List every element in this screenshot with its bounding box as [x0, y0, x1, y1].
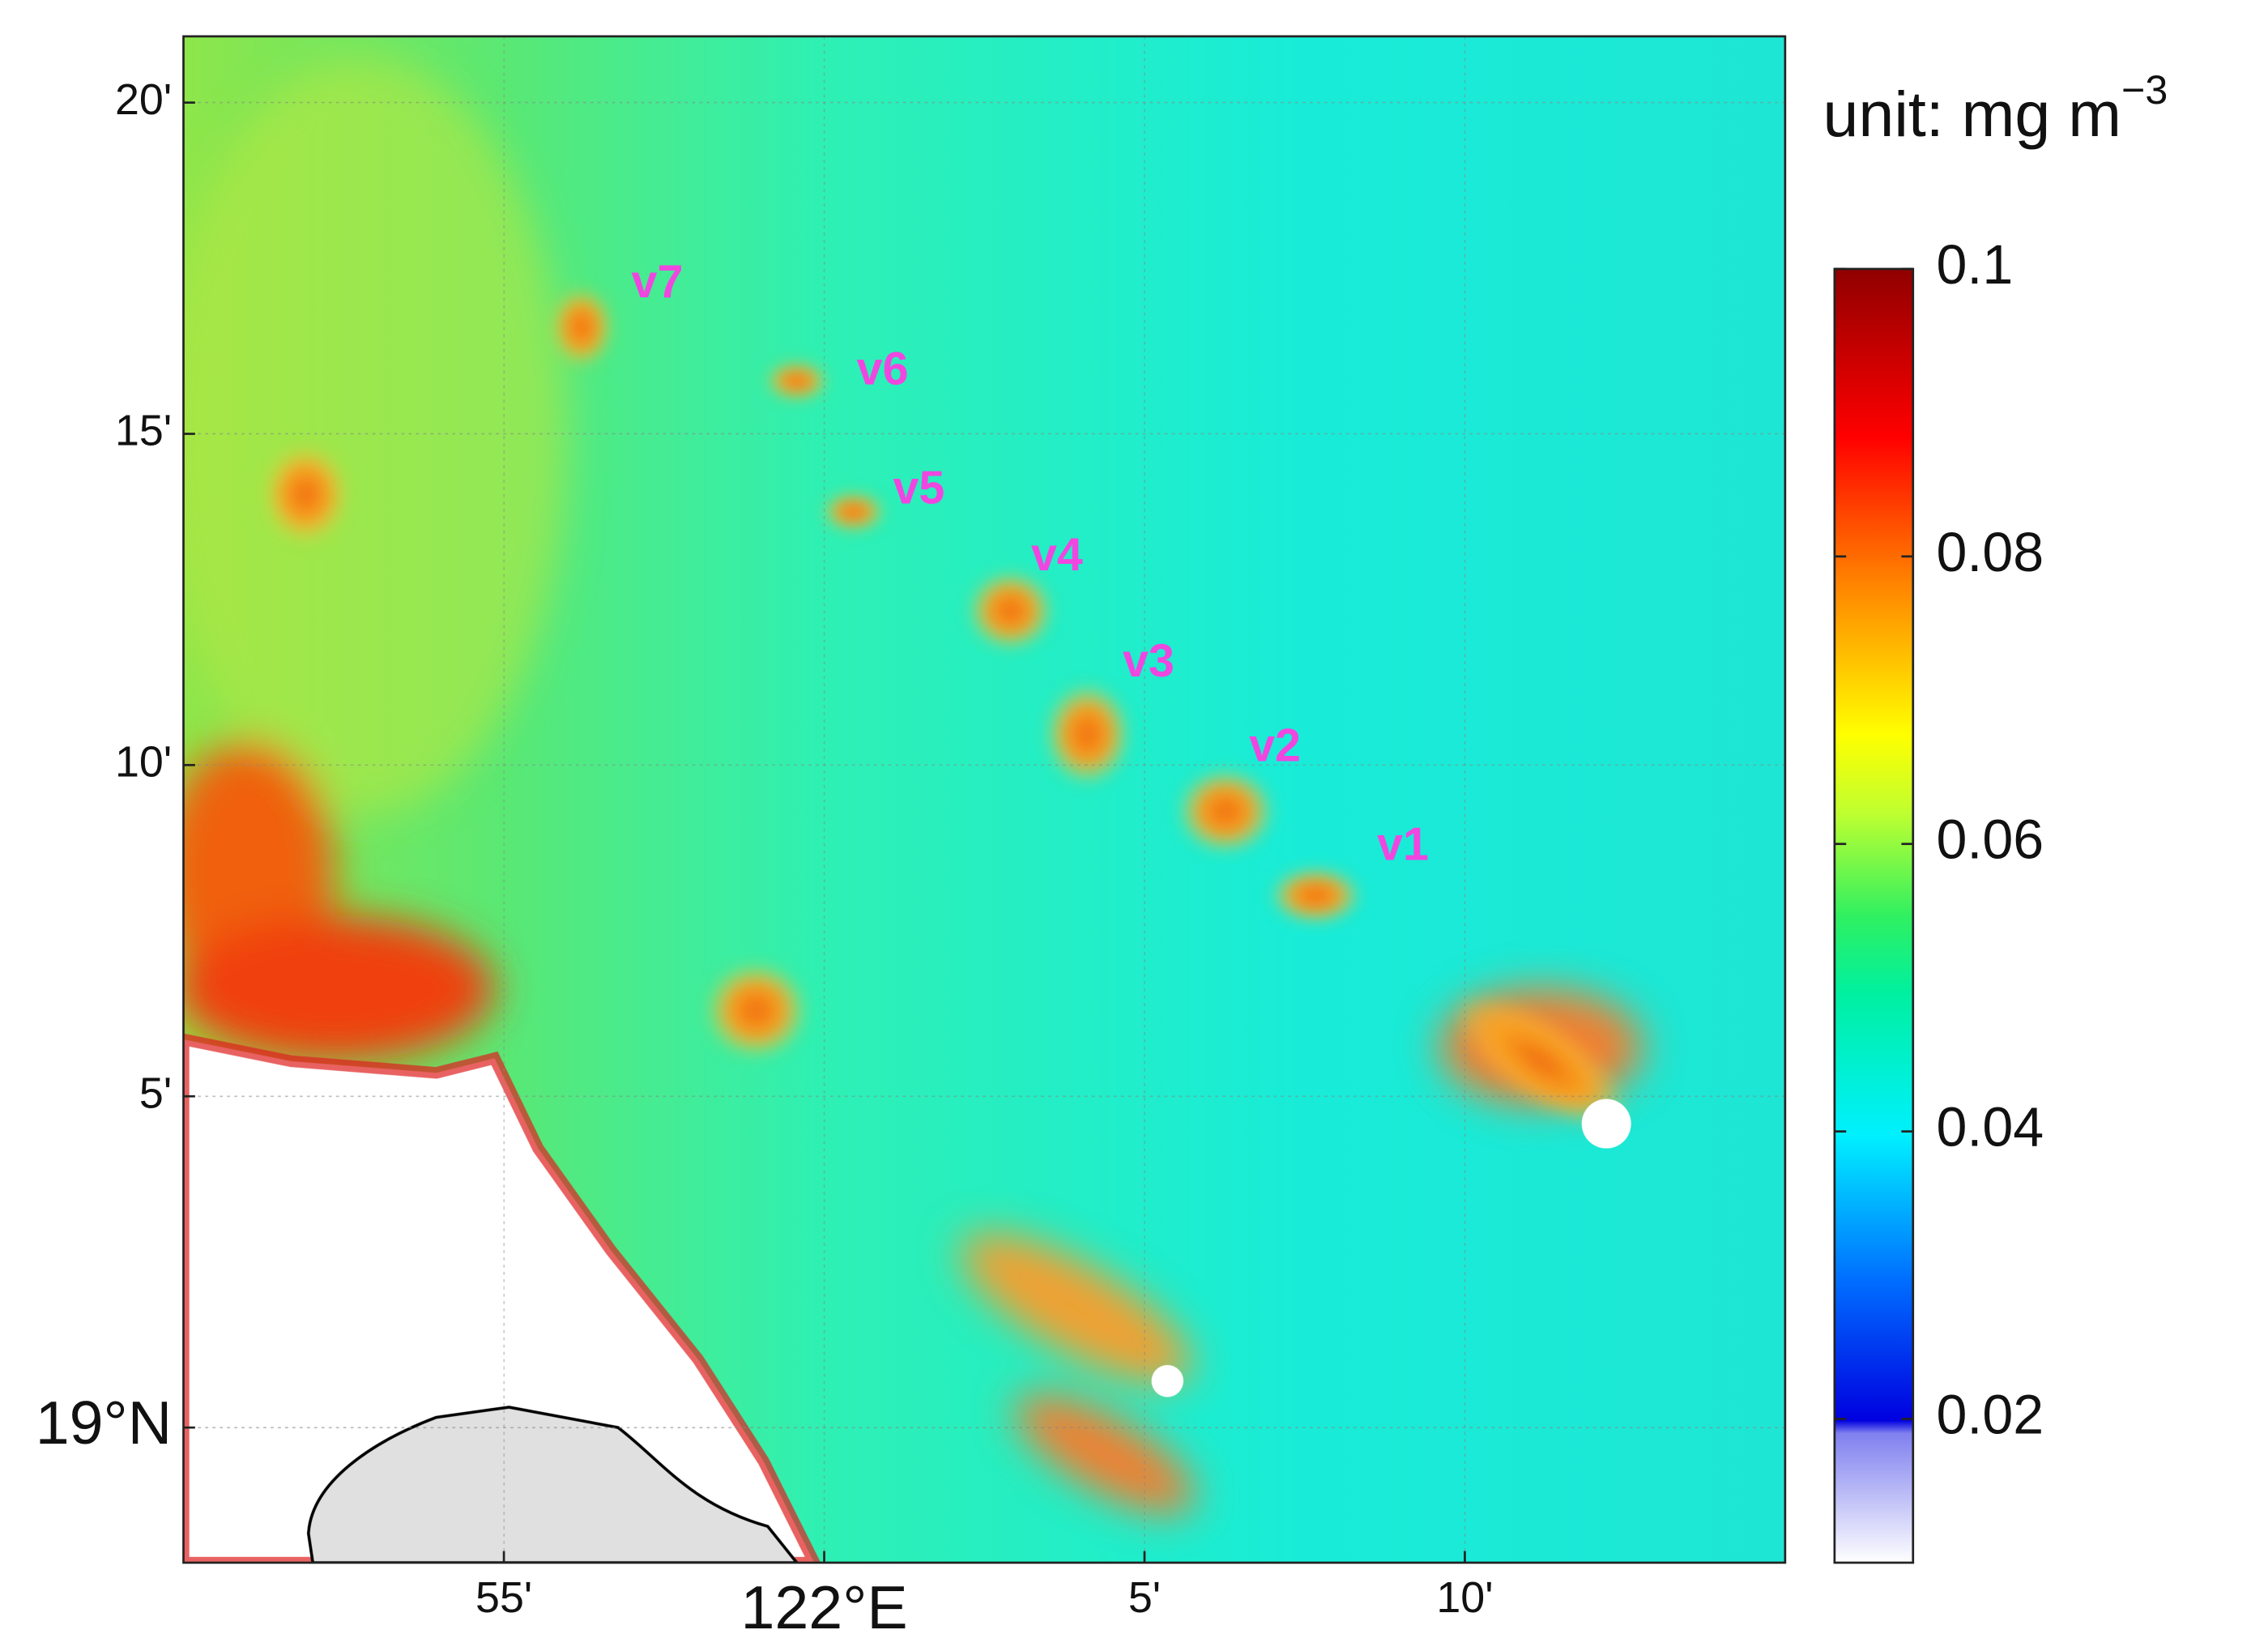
map-image	[183, 36, 1785, 1563]
eddy-label: v7	[632, 256, 684, 308]
lat-tick-label: 20'	[115, 75, 172, 124]
colorbar-unit: unit: mg m−3	[1823, 67, 2168, 150]
unit-text: unit: mg m	[1823, 79, 2121, 150]
lon-tick-label: 122°E	[740, 1573, 907, 1641]
eddy-label: v3	[1123, 635, 1174, 687]
colorbar-tick-label: 0.02	[1936, 1385, 2044, 1446]
lat-tick-label: 5'	[139, 1069, 172, 1117]
lon-tick-label: 10'	[1436, 1573, 1493, 1622]
graticule	[183, 36, 1785, 1563]
colorbar-tick-label: 0.06	[1936, 809, 2044, 871]
colorbar-tick-label: 0.08	[1936, 522, 2044, 583]
eddy-label: v4	[1031, 529, 1083, 581]
lat-tick-label: 15'	[115, 407, 172, 455]
eddy-label: v6	[857, 343, 909, 395]
colorbar-tick-label: 0.04	[1936, 1097, 2044, 1158]
unit-exponent: −3	[2121, 67, 2168, 113]
lat-tick-label: 10'	[115, 738, 172, 787]
lon-tick-label: 5'	[1128, 1573, 1161, 1622]
lon-tick-label: 55'	[475, 1573, 532, 1622]
colorbar	[1833, 267, 1915, 1564]
lat-tick-label: 19°N	[36, 1389, 172, 1457]
eddy-label: v2	[1249, 719, 1301, 771]
eddy-label: v5	[893, 463, 945, 514]
colorbar-tick-label: 0.1	[1936, 234, 2013, 296]
eddy-label: v1	[1377, 818, 1429, 870]
map-frame	[182, 35, 1787, 1564]
